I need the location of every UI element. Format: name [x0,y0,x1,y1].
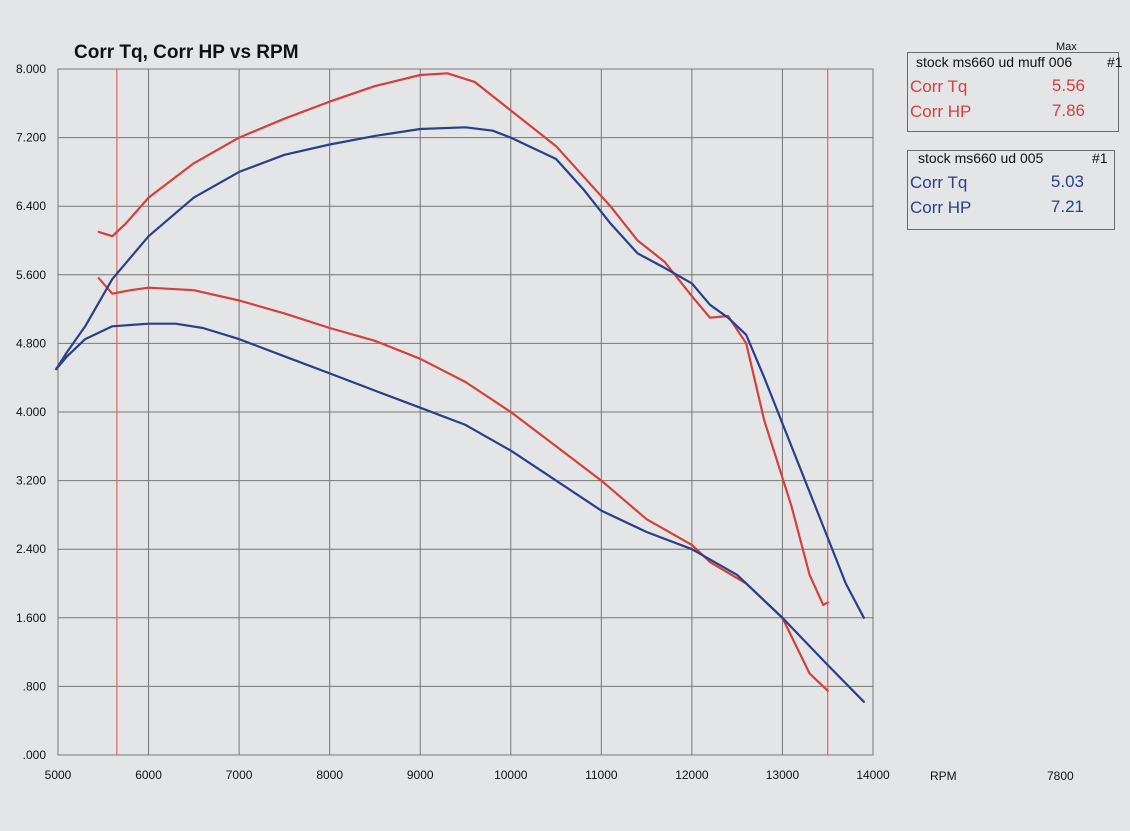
x-tick-label: 12000 [675,768,709,782]
x-tick-label: 7000 [226,768,253,782]
legend-title-006: stock ms660 ud muff 006 [916,54,1073,70]
tick-labels: 5000 6000 7000 8000 9000 10000 11000 12000 13000… [16,62,890,782]
legend-tq-label-006: Corr Tq [910,77,968,96]
y-tick-label: 4.800 [16,336,46,350]
legend-runno-006: #1 [1107,54,1123,70]
x-tick-label: 5000 [45,768,72,782]
x-tick-label: 8000 [316,768,343,782]
series-line [55,126,865,619]
legend-runno-005: #1 [1092,150,1108,166]
x-tick-label: 11000 [585,768,618,782]
y-tick-label: 7.200 [16,131,46,145]
y-tick-label: 6.400 [16,199,46,213]
legend-tq-value-006: 5.56 [1051,76,1085,95]
y-tick-label: 8.000 [16,62,46,76]
y-tick-label: 1.600 [16,611,46,625]
series-lines [55,72,865,703]
series-line [97,72,829,606]
legend-run-005: stock ms660 ud 005 #1 Corr Tq 5.03 Corr … [907,150,1115,230]
y-tick-label: 5.600 [16,268,46,282]
legend-tq-label-005: Corr Tq [910,173,968,192]
x-tick-label: 10000 [494,768,528,782]
series-line [97,277,829,692]
legend-hp-label-006: Corr HP [910,102,972,121]
legend-max-label: Max [1056,41,1077,53]
y-tick-label: 2.400 [16,542,46,556]
legend-title-005: stock ms660 ud 005 [918,150,1044,166]
legend-run-006: Max stock ms660 ud muff 006 #1 Corr Tq 5… [907,41,1123,132]
legend-hp-label-005: Corr HP [910,198,972,217]
legend-tq-value-005: 5.03 [1050,172,1084,191]
x-axis-label: RPM [930,769,957,783]
limit-lines [116,69,829,755]
series-line [55,322,865,703]
y-tick-label: 4.000 [16,405,46,419]
x-extra-label: 7800 [1047,769,1074,783]
x-tick-label: 13000 [766,768,800,782]
legend-hp-value-006: 7.86 [1051,101,1085,120]
legend-hp-value-005: 7.21 [1050,197,1084,216]
x-tick-label: 6000 [135,768,162,782]
y-tick-label: .000 [23,748,47,762]
chart-title: Corr Tq, Corr HP vs RPM [74,42,299,63]
grid [57,68,874,756]
x-tick-label: 9000 [407,768,434,782]
y-tick-label: 3.200 [16,474,46,488]
y-tick-label: .800 [23,679,47,693]
x-tick-label: 14000 [856,768,890,782]
